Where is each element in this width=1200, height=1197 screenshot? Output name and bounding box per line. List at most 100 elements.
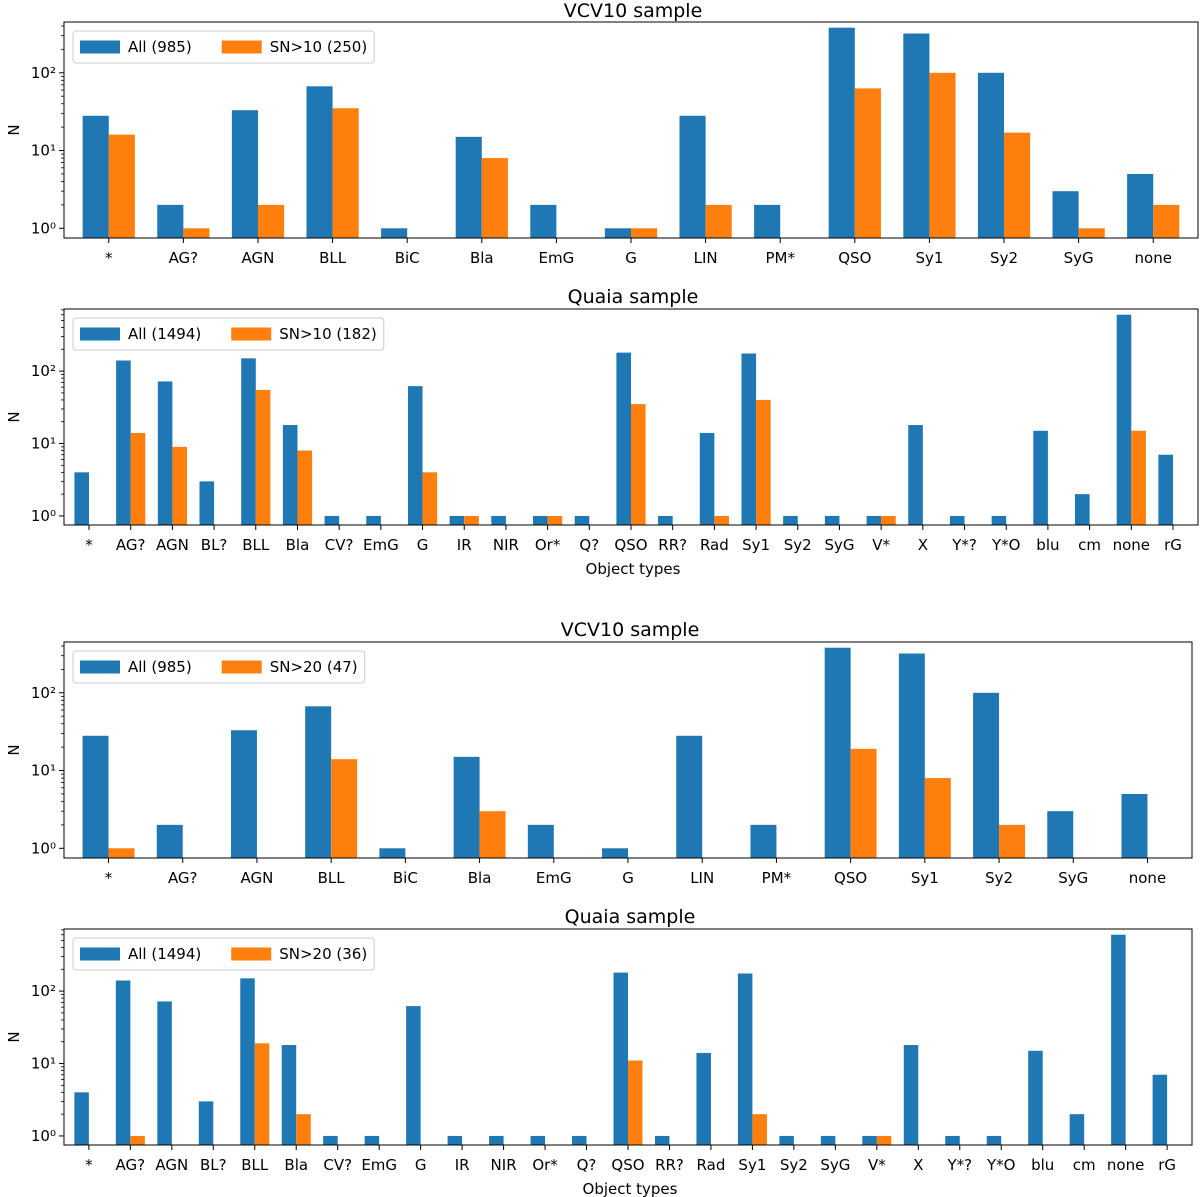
x-tick-label: * [85,1156,93,1174]
bar-all-Sy1 [741,353,757,525]
bar-sn-V* [881,515,896,525]
legend-swatch-sn [221,660,262,674]
bar-all-QSO [613,972,628,1145]
bar-sn-V* [876,1135,892,1145]
y-tick-label: 10⁰ [31,219,56,237]
bar-all-SyG [820,1135,836,1145]
x-tick-label: Sy1 [738,1156,766,1174]
bar-all-Y*? [945,1135,960,1145]
x-tick-label: blu [1031,1156,1054,1174]
x-tick-label: QSO [614,536,647,554]
x-tick-label: Or* [535,536,561,554]
y-axis-label: N [5,411,23,422]
legend-label-sn: SN>10 (250) [270,38,368,56]
x-tick-label: Rad [700,536,729,554]
bar-all-BL? [199,481,215,525]
bar-all-Sy1 [898,653,925,858]
x-tick-label: BLL [241,1156,269,1174]
x-tick-label: Sy1 [915,249,943,267]
bar-all-AGN [157,381,173,525]
bar-sn-QSO [850,748,877,858]
bar-all-EmG [364,1135,380,1145]
bar-all-AG? [156,824,183,858]
bar-all-blu [1028,1050,1043,1145]
chart-panel-3: * AG? AGN BLL BiC Bla EmG G LIN PM* QSO Sy1 Sy2 SyG no… [5,619,1193,887]
bar-sn-Bla [296,1114,311,1145]
x-tick-label: none [1107,1156,1144,1174]
y-axis-label: N [5,124,23,135]
bar-all-blu [1033,430,1048,525]
legend-box [72,937,375,971]
bar-sn-G [422,472,438,525]
chart-panel-4: * AG? AGN BL? BLL Bla CV? EmG G IR NIR Or* Q? QSO RR? R… [5,906,1193,1197]
x-tick-label: AGN [241,869,274,887]
bar-all-PM* [750,824,777,858]
x-tick-label: SyG [824,536,854,554]
x-tick-label: V* [868,1156,886,1174]
bar-sn-Sy1 [929,72,956,238]
x-tick-label: SyG [820,1156,850,1174]
bar-all-G [407,386,423,525]
chart-title: VCV10 sample [561,619,700,641]
x-axis-label: Object types [586,560,681,578]
plot-frame [63,308,1199,526]
bar-all-Or* [533,515,548,525]
x-tick-label: Bla [470,249,494,267]
bar-sn-Bla [481,158,508,238]
bar-sn-AG? [183,228,210,238]
bar-all-IR [449,515,465,525]
bar-all-none [1127,173,1154,238]
x-tick-label: Bla [468,869,492,887]
x-tick-label: G [415,1156,427,1174]
x-tick-label: * [105,249,113,267]
bar-all-BLL [240,978,255,1145]
bar-all-QSO [824,647,851,858]
bar-all-Or* [530,1135,546,1145]
x-tick-label: BL? [200,1156,227,1174]
bar-all-X [903,1045,919,1145]
legend-swatch-all [80,40,120,54]
bar-all-* [82,115,109,238]
x-tick-label: Sy2 [784,536,812,554]
bar-all-NIR [489,1135,504,1145]
y-tick-label: 10⁰ [31,1127,56,1145]
bar-all-Sy2 [783,515,798,525]
x-tick-label: Y*O [991,536,1020,554]
bar-sn-* [108,134,135,238]
bar-all-none [1111,934,1126,1145]
bar-all-QSO [828,27,855,239]
bar-sn-AG? [130,1135,145,1145]
bar-sn-BLL [254,1043,270,1145]
plot-frame [63,641,1193,859]
bar-all-Y*? [949,515,965,525]
x-tick-label: none [1113,536,1150,554]
bar-all-G [604,228,631,238]
legend-label-all: All (1494) [128,945,201,963]
chart-title: Quaia sample [568,286,699,308]
bar-all-Rad [696,1052,711,1145]
bar-all-* [82,735,109,858]
x-tick-label: IR [457,536,472,554]
plot-frame [63,21,1199,239]
x-tick-label: Y*? [951,536,977,554]
bar-all-none [1116,314,1132,525]
bar-sn-Sy2 [999,824,1026,858]
bar-all-EmG [366,515,381,525]
bar-sn-BLL [332,108,359,239]
bar-all-LIN [679,115,706,238]
x-tick-label: QSO [834,869,867,887]
legend-box [72,650,366,684]
x-tick-label: AG? [169,249,199,267]
bar-all-EmG [530,204,557,238]
legend-swatch-all [80,660,120,674]
bar-sn-Or* [547,515,563,525]
bar-all-SyG [1047,811,1074,858]
x-tick-label: Sy1 [911,869,939,887]
legend-label-all: All (985) [128,658,192,676]
x-tick-label: BL? [201,536,228,554]
bar-all-CV? [324,515,340,525]
x-tick-label: Q? [579,536,599,554]
x-tick-label: blu [1036,536,1059,554]
bar-all-Q? [574,515,590,525]
x-tick-label: Y*O [986,1156,1015,1174]
